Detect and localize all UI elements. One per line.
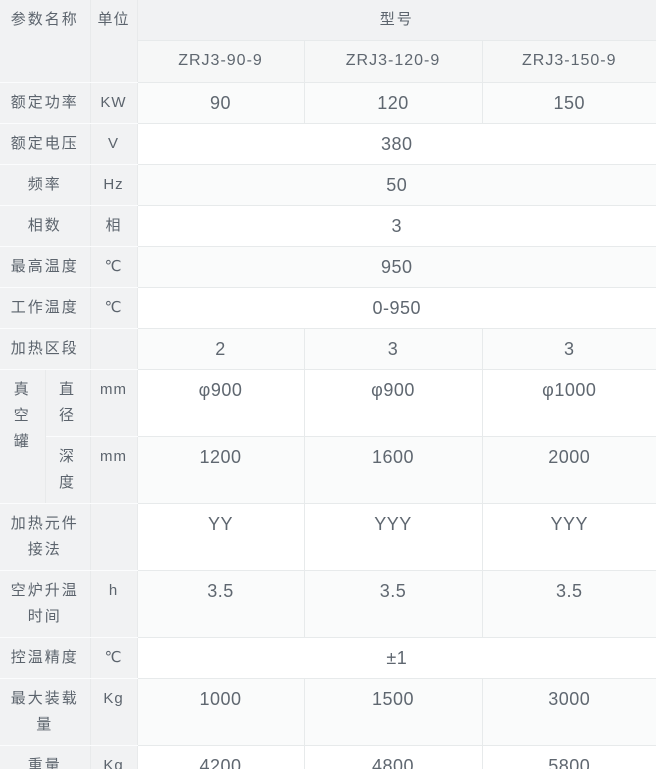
value-cell: YYY [304,503,483,571]
label-working-temperature: 工作温度 [0,287,91,329]
table-row: 加热元件接法 YY YYY YYY [0,503,656,571]
header-unit: 单位 [90,0,138,83]
value-cell: 3.5 [482,570,656,638]
value-cell: 3000 [482,678,656,746]
value-cell: 2 [137,328,305,370]
value-cell: 3 [304,328,483,370]
unit-cell [90,503,138,571]
table-row: 频率 Hz 50 [0,164,656,206]
value-cell-merged: 3 [137,205,656,247]
value-cell: 3.5 [304,570,483,638]
label-heatup-time: 空炉升温时间 [0,570,91,638]
value-cell: 2000 [482,436,656,504]
table-row: 深度 mm 1200 1600 2000 [0,436,656,504]
label-frequency: 频率 [0,164,91,206]
label-weight: 重量 [0,745,91,769]
table-row: 控温精度 ℃ ±1 [0,637,656,679]
table-row: 加热区段 2 3 3 [0,328,656,370]
value-cell: 5800 [482,745,656,769]
value-cell: 4200 [137,745,305,769]
header-row: 参数名称 单位 型号 [0,0,656,83]
value-cell: 120 [304,82,483,124]
value-cell: φ900 [137,369,305,437]
header-model: 型号 [137,0,656,41]
value-cell-merged: 0-950 [137,287,656,329]
label-heating-zones: 加热区段 [0,328,91,370]
table-row: 工作温度 ℃ 0-950 [0,287,656,329]
value-cell: 150 [482,82,656,124]
unit-cell: Kg [90,745,138,769]
label-temp-control-accuracy: 控温精度 [0,637,91,679]
unit-cell: h [90,570,138,638]
label-vacuum-tank: 真空罐 [0,369,46,504]
value-cell: 3.5 [137,570,305,638]
header-param-name: 参数名称 [0,0,91,83]
unit-cell: ℃ [90,287,138,329]
unit-cell: V [90,123,138,165]
table-row: 最大装载量 Kg 1000 1500 3000 [0,678,656,746]
value-cell-merged: 50 [137,164,656,206]
unit-cell: mm [90,436,138,504]
value-cell-merged: ±1 [137,637,656,679]
table-row: 相数 相 3 [0,205,656,247]
label-rated-voltage: 额定电压 [0,123,91,165]
unit-cell [90,328,138,370]
table-row: 最高温度 ℃ 950 [0,246,656,288]
value-cell: 90 [137,82,305,124]
value-cell-merged: 950 [137,246,656,288]
value-cell: 4800 [304,745,483,769]
label-phases: 相数 [0,205,91,247]
table-row: 额定电压 V 380 [0,123,656,165]
label-diameter: 直径 [45,369,91,437]
label-depth: 深度 [45,436,91,504]
unit-cell: mm [90,369,138,437]
value-cell-merged: 380 [137,123,656,165]
unit-cell: Kg [90,678,138,746]
value-cell: φ1000 [482,369,656,437]
label-max-temperature: 最高温度 [0,246,91,288]
table-row: 重量 Kg 4200 4800 5800 [0,745,656,769]
value-cell: 3 [482,328,656,370]
value-cell: 1500 [304,678,483,746]
table-row: 真空罐 直径 mm φ900 φ900 φ1000 [0,369,656,504]
model-name: ZRJ3-150-9 [482,40,656,83]
label-rated-power: 额定功率 [0,82,91,124]
model-name: ZRJ3-90-9 [137,40,305,83]
table-row: 空炉升温时间 h 3.5 3.5 3.5 [0,570,656,638]
unit-cell: 相 [90,205,138,247]
value-cell: 1000 [137,678,305,746]
value-cell: YYY [482,503,656,571]
unit-cell: ℃ [90,637,138,679]
value-cell: 1600 [304,436,483,504]
unit-cell: ℃ [90,246,138,288]
value-cell: YY [137,503,305,571]
label-heating-element-connection: 加热元件接法 [0,503,91,571]
label-max-load: 最大装载量 [0,678,91,746]
model-name: ZRJ3-120-9 [304,40,483,83]
table-row: 额定功率 KW 90 120 150 [0,82,656,124]
value-cell: 1200 [137,436,305,504]
unit-cell: KW [90,82,138,124]
value-cell: φ900 [304,369,483,437]
unit-cell: Hz [90,164,138,206]
model-name-row: ZRJ3-90-9 ZRJ3-120-9 ZRJ3-150-9 [0,40,656,83]
